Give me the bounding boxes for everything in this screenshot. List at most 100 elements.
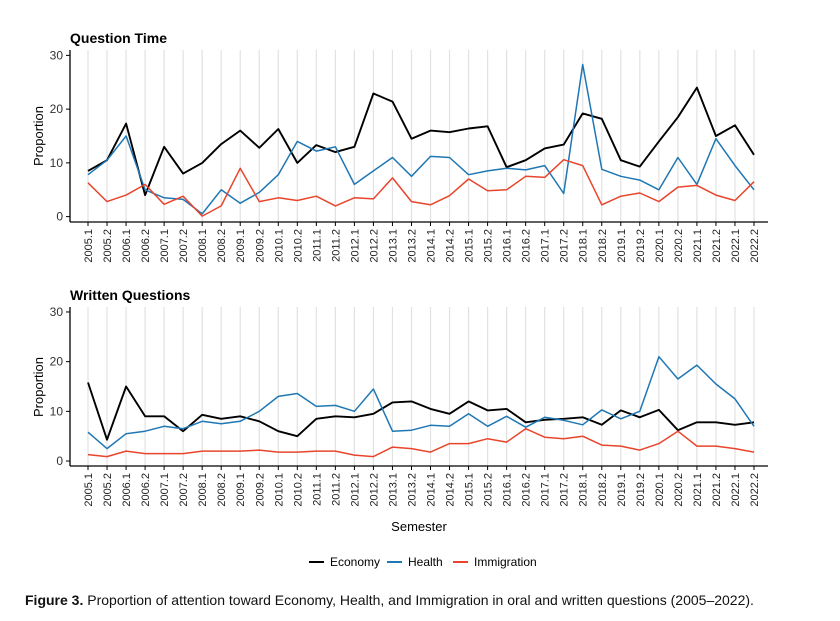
panel-title: Question Time bbox=[70, 30, 167, 46]
x-tick-label: 2011.1 bbox=[311, 473, 323, 506]
x-tick-label: 2020.2 bbox=[673, 473, 685, 507]
x-tick-label: 2010.2 bbox=[292, 229, 304, 263]
x-tick-label: 2007.2 bbox=[178, 473, 190, 507]
legend-label-health: Health bbox=[408, 555, 443, 569]
x-tick-label: 2018.2 bbox=[597, 473, 609, 507]
x-tick-label: 2019.1 bbox=[616, 473, 628, 507]
y-tick-label: 30 bbox=[50, 305, 64, 319]
x-tick-label: 2015.2 bbox=[483, 229, 495, 263]
y-tick-label: 20 bbox=[50, 102, 64, 116]
x-tick-label: 2008.1 bbox=[197, 473, 209, 507]
x-tick-label: 2015.2 bbox=[483, 473, 495, 507]
series-lines bbox=[87, 355, 755, 458]
caption-text: Proportion of attention toward Economy, … bbox=[87, 592, 754, 608]
x-tick-label: 2009.2 bbox=[254, 229, 266, 263]
x-tick-label: 2015.1 bbox=[464, 229, 476, 263]
x-tick-label: 2014.2 bbox=[445, 473, 457, 507]
x-tick-label: 2016.2 bbox=[521, 473, 533, 507]
x-tick-label: 2016.2 bbox=[521, 229, 533, 263]
x-tick-label: 2013.2 bbox=[406, 473, 418, 507]
x-tick-label: 2010.2 bbox=[292, 473, 304, 507]
x-tick-label: 2012.2 bbox=[368, 229, 380, 263]
series-line-immigration bbox=[87, 427, 755, 458]
x-tick-label: 2014.1 bbox=[426, 229, 438, 263]
x-tick-label: 2021.2 bbox=[711, 473, 723, 507]
x-tick-label: 2008.2 bbox=[216, 473, 228, 507]
series-line-immigration bbox=[87, 158, 755, 217]
y-tick-labels: 0 10 20 30 bbox=[50, 305, 64, 468]
x-tick-label: 2012.1 bbox=[349, 473, 361, 507]
x-tick-label: 2009.2 bbox=[254, 473, 266, 507]
x-tick-label: 2010.1 bbox=[273, 229, 285, 263]
y-tick-label: 20 bbox=[50, 355, 64, 369]
axes bbox=[66, 307, 768, 470]
x-tick-label: 2009.1 bbox=[235, 473, 247, 507]
x-tick-label: 2007.1 bbox=[159, 473, 171, 507]
x-tick-label: 2022.2 bbox=[749, 473, 761, 507]
y-axis-label: Proportion bbox=[31, 106, 46, 166]
x-tick-label: 2022.1 bbox=[730, 229, 742, 263]
x-tick-label: 2022.2 bbox=[749, 229, 761, 263]
x-tick-label: 2006.1 bbox=[121, 229, 133, 263]
x-tick-label: 2021.1 bbox=[692, 229, 704, 263]
x-tick-label: 2020.2 bbox=[673, 229, 685, 263]
x-tick-label: 2005.2 bbox=[102, 473, 114, 507]
x-tick-label: 2005.1 bbox=[83, 229, 95, 263]
x-tick-label: 2018.2 bbox=[597, 229, 609, 263]
x-tick-label: 2019.2 bbox=[635, 229, 647, 263]
x-tick-label: 2007.1 bbox=[159, 229, 171, 263]
panel-title: Written Questions bbox=[70, 287, 191, 303]
x-tick-label: 2019.1 bbox=[616, 229, 628, 263]
x-tick-label: 2021.1 bbox=[692, 473, 704, 507]
x-tick-labels: 2005.1 2005.2 2006.1 2006.2 2007.1 2007.2 2008… bbox=[83, 229, 761, 263]
grid-lines bbox=[87, 50, 755, 222]
legend-label-economy: Economy bbox=[330, 555, 380, 569]
x-tick-label: 2012.2 bbox=[368, 473, 380, 507]
x-tick-label: 2013.2 bbox=[406, 229, 418, 263]
x-tick-label: 2019.2 bbox=[635, 473, 647, 507]
x-tick-label: 2014.1 bbox=[426, 473, 438, 507]
x-tick-label: 2005.2 bbox=[102, 229, 114, 263]
series-line-health bbox=[87, 63, 755, 215]
x-tick-labels: 2005.1 2005.2 2006.1 2006.2 2007.1 2007.2 2008… bbox=[83, 473, 761, 507]
y-tick-label: 0 bbox=[56, 210, 63, 224]
y-tick-label: 10 bbox=[50, 156, 64, 170]
x-tick-label: 2021.2 bbox=[711, 229, 723, 263]
axes bbox=[66, 50, 768, 226]
series-line-economy bbox=[87, 86, 755, 197]
series-line-health bbox=[87, 355, 755, 450]
x-tick-label: 2014.2 bbox=[445, 229, 457, 263]
legend-label-immigration: Immigration bbox=[474, 555, 537, 569]
x-tick-label: 2015.1 bbox=[464, 473, 476, 507]
x-tick-label: 2013.1 bbox=[387, 473, 399, 507]
x-tick-label: 2018.1 bbox=[578, 473, 590, 507]
series-lines bbox=[87, 63, 755, 217]
grid-lines bbox=[87, 307, 755, 466]
x-tick-label: 2009.1 bbox=[235, 229, 247, 263]
x-tick-label: 2012.1 bbox=[349, 229, 361, 263]
y-axis-label: Proportion bbox=[31, 357, 46, 417]
x-tick-label: 2011.2 bbox=[330, 473, 342, 506]
x-tick-label: 2017.1 bbox=[540, 229, 552, 263]
x-tick-label: 2016.1 bbox=[502, 473, 514, 507]
x-tick-label: 2010.1 bbox=[273, 473, 285, 507]
x-tick-label: 2011.2 bbox=[330, 229, 342, 262]
x-tick-label: 2020.1 bbox=[654, 473, 666, 507]
x-tick-label: 2016.1 bbox=[502, 229, 514, 263]
y-tick-label: 0 bbox=[56, 454, 63, 468]
x-tick-label: 2008.1 bbox=[197, 229, 209, 263]
x-tick-label: 2020.1 bbox=[654, 229, 666, 263]
x-tick-label: 2022.1 bbox=[730, 473, 742, 507]
x-tick-label: 2017.2 bbox=[559, 473, 571, 507]
y-tick-labels: 0 10 20 30 bbox=[50, 48, 64, 223]
x-tick-label: 2006.2 bbox=[140, 473, 152, 507]
x-axis-label: Semester bbox=[391, 519, 447, 534]
x-tick-label: 2017.2 bbox=[559, 229, 571, 263]
series-line-economy bbox=[87, 382, 755, 441]
x-tick-label: 2008.2 bbox=[216, 229, 228, 263]
x-tick-label: 2018.1 bbox=[578, 229, 590, 263]
figure-caption: Figure 3. Proportion of attention toward… bbox=[25, 592, 825, 608]
x-tick-label: 2007.2 bbox=[178, 229, 190, 263]
x-tick-label: 2006.2 bbox=[140, 229, 152, 263]
